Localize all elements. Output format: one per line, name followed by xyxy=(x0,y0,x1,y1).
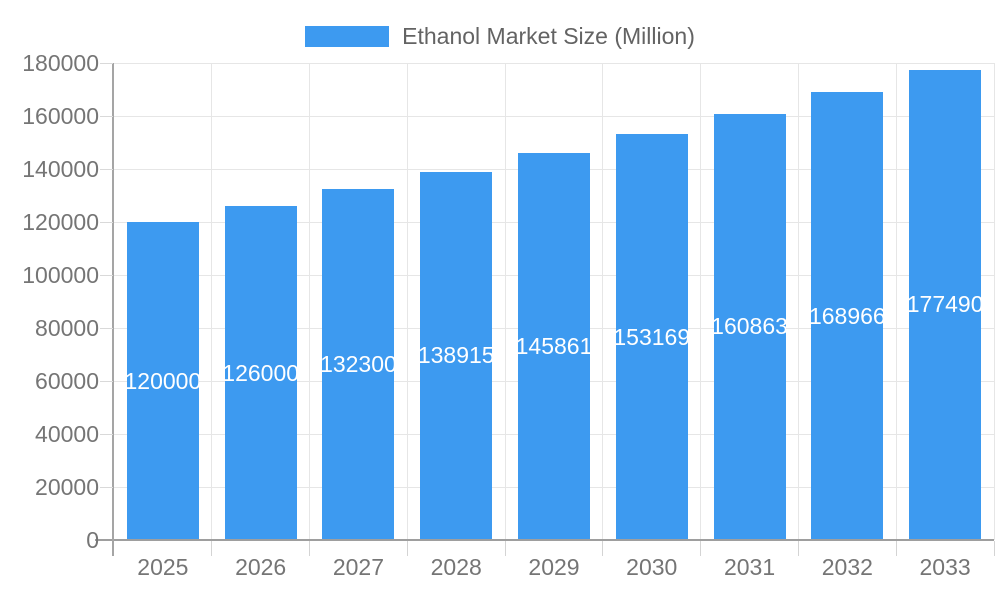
y-tick xyxy=(100,168,113,170)
bar-value-label: 160863 xyxy=(713,313,786,340)
y-tick-label: 0 xyxy=(86,527,99,553)
x-gridline xyxy=(602,63,604,540)
x-gridline xyxy=(309,63,311,540)
x-gridline xyxy=(993,63,995,540)
x-tick-label: 2027 xyxy=(332,554,385,580)
y-tick xyxy=(100,380,113,382)
bar-2032: 168966 xyxy=(811,92,884,540)
bar-value-label: 168966 xyxy=(811,302,884,329)
bar-value-label: 153169 xyxy=(615,323,688,350)
y-tick xyxy=(100,221,113,223)
y-tick-label: 60000 xyxy=(35,368,99,394)
y-tick-label: 80000 xyxy=(35,315,99,341)
bar-2030: 153169 xyxy=(615,134,688,540)
x-tick xyxy=(309,541,311,556)
bar-value-label: 120000 xyxy=(126,367,199,394)
x-gridline xyxy=(211,63,213,540)
x-tick-label: 2029 xyxy=(528,554,580,580)
y-tick-label: 180000 xyxy=(22,50,99,76)
y-tick xyxy=(100,62,113,64)
y-tick xyxy=(100,486,113,488)
y-tick xyxy=(100,115,113,117)
x-tick xyxy=(993,541,995,556)
x-tick xyxy=(406,541,408,556)
y-tick-label: 40000 xyxy=(35,421,99,447)
bar-2033: 177490 xyxy=(909,69,982,540)
y-tick xyxy=(100,327,113,329)
bar-2025: 120000 xyxy=(126,222,199,540)
bar-2028: 138915 xyxy=(420,171,493,540)
x-tick xyxy=(700,541,702,556)
x-tick xyxy=(602,541,604,556)
y-tick-label: 140000 xyxy=(22,156,99,182)
x-tick-label: 2033 xyxy=(919,554,971,580)
legend-swatch xyxy=(305,26,390,47)
bar-2029: 145861 xyxy=(518,153,590,540)
x-gridline xyxy=(700,63,702,540)
bar-value-label: 145861 xyxy=(518,333,590,360)
y-gridline xyxy=(114,62,994,64)
y-axis-line xyxy=(112,63,114,556)
x-tick xyxy=(797,541,799,556)
y-tick-label: 100000 xyxy=(22,262,99,288)
bar-value-label: 132300 xyxy=(322,351,395,378)
y-tick-label: 160000 xyxy=(22,103,99,129)
y-tick-label: 20000 xyxy=(35,474,99,500)
y-tick xyxy=(100,274,113,276)
x-tick-label: 2028 xyxy=(430,554,482,580)
x-tick xyxy=(211,541,213,556)
x-tick-label: 2026 xyxy=(235,554,287,580)
x-axis-line xyxy=(95,539,994,541)
x-tick-label: 2030 xyxy=(626,554,678,580)
plot-area: 120000 126000 132300 138915 145861 153169 1608… xyxy=(114,62,995,540)
x-gridline xyxy=(797,63,799,540)
x-tick-label: 2032 xyxy=(821,554,873,580)
x-gridline xyxy=(504,63,506,540)
bar-value-label: 138915 xyxy=(420,342,493,369)
x-gridline xyxy=(895,63,897,540)
y-tick xyxy=(100,433,113,435)
legend-label: Ethanol Market Size (Million) xyxy=(402,23,695,49)
bar-value-label: 126000 xyxy=(224,359,297,386)
bar-2027: 132300 xyxy=(322,189,395,540)
x-tick-label: 2025 xyxy=(137,554,189,580)
y-tick-label: 120000 xyxy=(22,209,99,235)
bar-2026: 126000 xyxy=(224,206,297,540)
x-tick xyxy=(504,541,506,556)
legend: Ethanol Market Size (Million) xyxy=(0,23,1000,50)
x-tick-label: 2031 xyxy=(723,554,776,580)
x-tick xyxy=(895,541,897,556)
x-gridline xyxy=(406,63,408,540)
bar-2031: 160863 xyxy=(713,113,786,540)
bar-value-label: 177490 xyxy=(909,291,982,318)
y-gridline xyxy=(114,115,994,117)
